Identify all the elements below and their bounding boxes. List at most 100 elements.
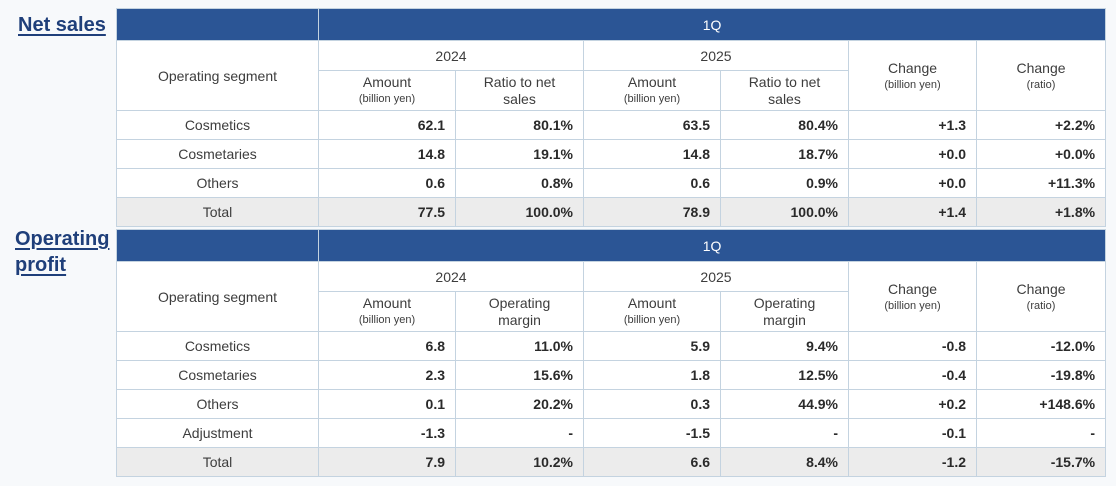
margin-2025-cell: 12.5%: [720, 360, 849, 390]
period-header: 1Q: [317, 229, 1107, 262]
band-spacer: [116, 229, 319, 262]
operating-profit-body: Cosmetics 6.8 11.0% 5.9 9.4% -0.8 -12.0% Cosmet…: [116, 331, 1107, 477]
change-abs-header: Change (billion yen): [848, 261, 977, 332]
total-row: Total 77.5 100.0% 78.9 100.0% +1.4 +1.8%: [116, 197, 1107, 227]
change-ratio-cell: +1.8%: [975, 197, 1107, 227]
ratio-header-2025: Ratio to net sales: [720, 70, 849, 111]
year-header-2025: 2025: [583, 261, 849, 292]
segment-column-header: Operating segment: [116, 40, 319, 111]
change-ratio-header: Change (ratio): [975, 40, 1107, 111]
amt-2025-cell: 1.8: [583, 360, 721, 390]
amt-2024-cell: -1.3: [318, 418, 456, 448]
segment-cell: Cosmetics: [116, 110, 319, 140]
amount-header-2024: Amount (billion yen): [318, 291, 456, 332]
change-abs-cell: -0.1: [848, 418, 977, 448]
ratio-2025-cell: 18.7%: [720, 139, 849, 169]
amt-2025-cell: 5.9: [583, 331, 721, 361]
ratio-2025-cell: 80.4%: [720, 110, 849, 140]
year-header-2025: 2025: [583, 40, 849, 71]
ratio-label-line1: Ratio to net: [483, 73, 556, 90]
ratio-2024-cell: 80.1%: [455, 110, 584, 140]
table-row: Others 0.6 0.8% 0.6 0.9% +0.0 +11.3%: [116, 168, 1107, 198]
change-label: Change: [1016, 59, 1066, 76]
segment-cell: Total: [116, 197, 319, 227]
amt-2025-cell: 78.9: [583, 197, 721, 227]
period-header: 1Q: [317, 8, 1107, 41]
change-abs-cell: -0.4: [848, 360, 977, 390]
table-row: Adjustment -1.3- -1.5- -0.1-: [116, 418, 1107, 448]
change-ratio-cell: +148.6%: [975, 389, 1107, 419]
unit-label: (billion yen): [623, 92, 681, 105]
year-header-2024: 2024: [318, 261, 584, 292]
margin-2025-cell: 9.4%: [720, 331, 849, 361]
margin-2024-cell: 20.2%: [455, 389, 584, 419]
amt-2024-cell: 6.8: [318, 331, 456, 361]
segment-cell: Cosmetaries: [116, 139, 319, 169]
table-row: Cosmetics 62.1 80.1% 63.5 80.4% +1.3 +2.2%: [116, 110, 1107, 140]
ratio-label-line2: sales: [503, 90, 536, 107]
table-row: Cosmetaries 2.3 15.6% 1.8 12.5% -0.4 -19.8%: [116, 360, 1107, 390]
margin-2025-cell: 8.4%: [720, 447, 849, 477]
change-ratio-cell: +0.0%: [975, 139, 1107, 169]
amount-label: Amount: [362, 73, 412, 90]
change-abs-cell: +0.2: [848, 389, 977, 419]
change-abs-cell: -0.8: [848, 331, 977, 361]
margin-2024-cell: -: [455, 418, 584, 448]
year-header-row: Operating segment 2024 2025 Change (bill…: [116, 40, 1107, 111]
margin-label-line2: margin: [498, 311, 541, 328]
amt-2025-cell: 14.8: [583, 139, 721, 169]
margin-2025-cell: 44.9%: [720, 389, 849, 419]
segment-cell: Total: [116, 447, 319, 477]
amount-header-2025: Amount (billion yen): [583, 291, 721, 332]
amt-2025-cell: 63.5: [583, 110, 721, 140]
change-abs-unit: (billion yen): [884, 299, 941, 312]
margin-header-2024: Operating margin: [455, 291, 584, 332]
period-band-row: 1Q: [116, 8, 1107, 41]
year-header-2024: 2024: [318, 40, 584, 71]
amount-label: Amount: [627, 73, 677, 90]
change-label: Change: [887, 59, 938, 76]
table-row: Cosmetaries 14.8 19.1% 14.8 18.7% +0.0 +0.0%: [116, 139, 1107, 169]
margin-2024-cell: 15.6%: [455, 360, 584, 390]
ratio-2024-cell: 0.8%: [455, 168, 584, 198]
margin-label-line1: Operating: [753, 294, 816, 311]
unit-label: (billion yen): [358, 92, 416, 105]
unit-label: (billion yen): [623, 313, 681, 326]
amt-2025-cell: 0.6: [583, 168, 721, 198]
segment-cell: Adjustment: [116, 418, 319, 448]
amt-2024-cell: 0.6: [318, 168, 456, 198]
net-sales-body: Cosmetics 62.1 80.1% 63.5 80.4% +1.3 +2.2% Cosm…: [116, 110, 1107, 227]
net-sales-table: 1Q Operating segment 2024 2025 Change (b…: [116, 8, 1107, 227]
net-sales-title: Net sales: [18, 14, 106, 36]
total-row: Total 7.9 10.2% 6.6 8.4% -1.2 -15.7%: [116, 447, 1107, 477]
ratio-2024-cell: 19.1%: [455, 139, 584, 169]
margin-2024-cell: 11.0%: [455, 331, 584, 361]
change-abs-header: Change (billion yen): [848, 40, 977, 111]
change-ratio-header: Change (ratio): [975, 261, 1107, 332]
ratio-header-2024: Ratio to net sales: [455, 70, 584, 111]
segment-cell: Others: [116, 168, 319, 198]
amt-2025-cell: 6.6: [583, 447, 721, 477]
amt-2024-cell: 7.9: [318, 447, 456, 477]
change-abs-cell: +1.4: [848, 197, 977, 227]
margin-header-2025: Operating margin: [720, 291, 849, 332]
amt-2024-cell: 77.5: [318, 197, 456, 227]
band-spacer: [116, 8, 319, 41]
change-ratio-unit: (ratio): [1026, 78, 1056, 91]
operating-profit-title: Operating profit: [15, 226, 109, 278]
amount-label: Amount: [627, 294, 677, 311]
margin-label-line1: Operating: [488, 294, 551, 311]
margin-2025-cell: -: [720, 418, 849, 448]
margin-label-line2: margin: [763, 311, 806, 328]
amount-header-2025: Amount (billion yen): [583, 70, 721, 111]
operating-profit-table: 1Q Operating segment 2024 2025 Change (b…: [116, 229, 1107, 477]
change-ratio-cell: -12.0%: [975, 331, 1107, 361]
operating-profit-title-line1: Operating: [15, 228, 110, 250]
change-abs-cell: -1.2: [848, 447, 977, 477]
change-ratio-cell: +11.3%: [975, 168, 1107, 198]
change-ratio-cell: -15.7%: [975, 447, 1107, 477]
amt-2024-cell: 62.1: [318, 110, 456, 140]
ratio-label-line1: Ratio to net: [748, 73, 821, 90]
change-ratio-unit: (ratio): [1026, 299, 1056, 312]
ratio-2024-cell: 100.0%: [455, 197, 584, 227]
